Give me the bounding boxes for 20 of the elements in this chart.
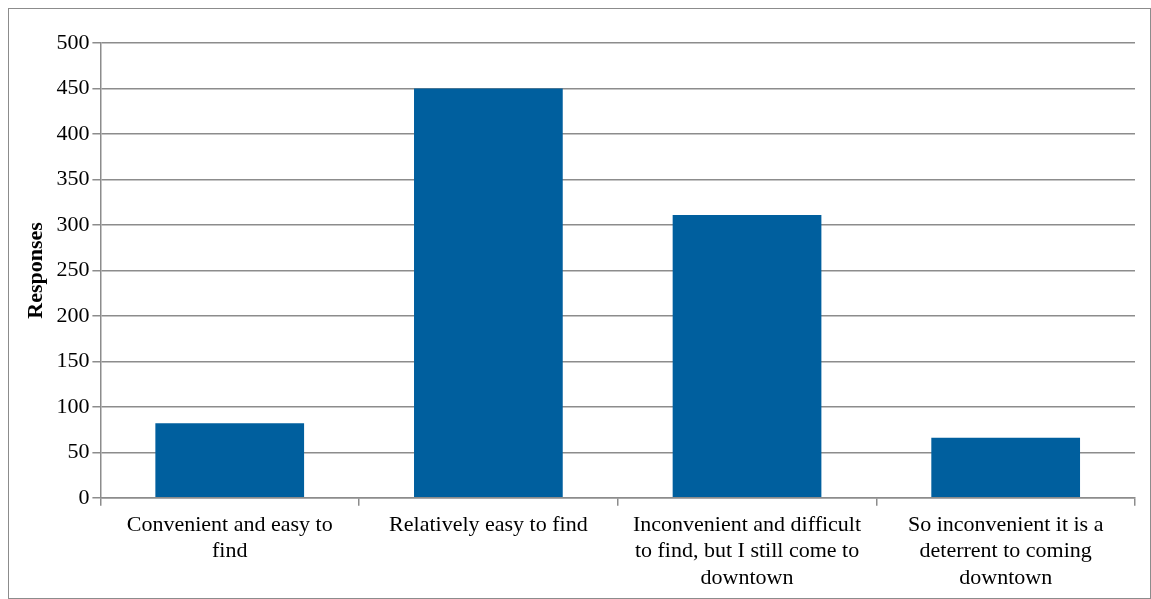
bar [672, 214, 822, 498]
y-tick-label: 150 [56, 347, 90, 373]
y-tick-label: 50 [67, 438, 90, 464]
y-tick-label: 100 [56, 392, 90, 418]
y-tick-label: 450 [56, 74, 90, 100]
x-tick-label: So inconvenient it is a deterrent to coming downtown [907, 510, 1104, 589]
y-tick-label: 200 [56, 301, 90, 327]
x-tick-label: Convenient and easy to find [126, 510, 333, 563]
y-tick-label: 0 [78, 483, 90, 509]
y-tick-label: 350 [56, 165, 90, 191]
y-axis-title: Responses [21, 221, 47, 319]
y-tick-label: 250 [56, 256, 90, 282]
bar [155, 423, 305, 498]
bar [414, 88, 563, 498]
x-tick-label: Relatively easy to find [389, 510, 588, 536]
x-tick-label: Inconvenient and difficult to find, but I still come to downtown [632, 510, 862, 589]
y-tick-label: 300 [56, 210, 90, 236]
y-tick-label: 500 [56, 28, 90, 54]
y-tick-label: 400 [56, 119, 90, 145]
bar [931, 437, 1081, 498]
